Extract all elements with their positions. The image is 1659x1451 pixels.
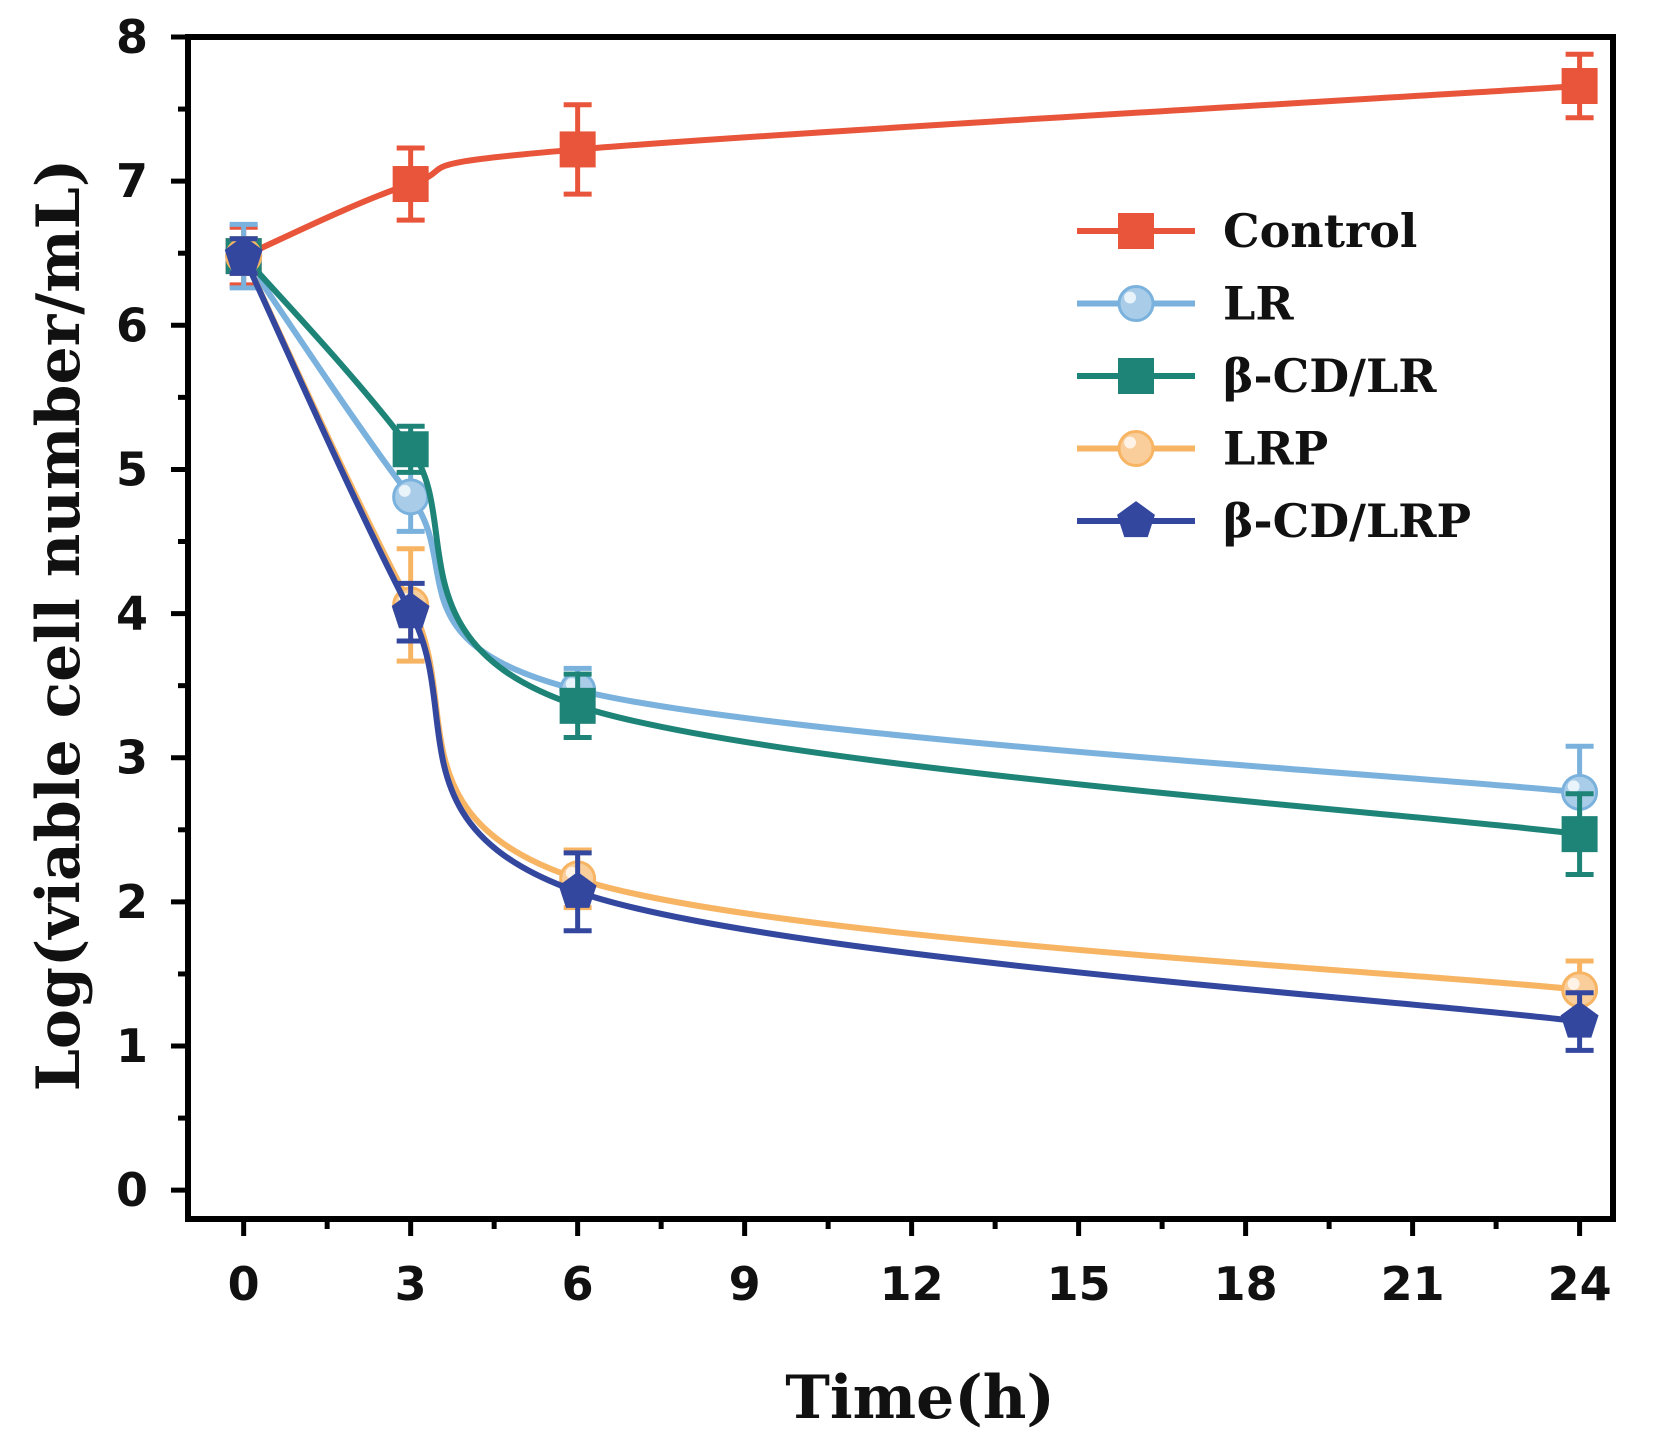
- data-point: [392, 166, 429, 203]
- x-tick-label: 0: [228, 1257, 260, 1311]
- series-line: [240, 254, 1580, 1025]
- data-point: [1561, 68, 1598, 105]
- series-line: [241, 254, 1580, 796]
- data-point: [392, 431, 429, 468]
- x-tick-label: 9: [729, 1257, 761, 1311]
- legend-marker-highlight: [1124, 436, 1137, 449]
- x-tick-label: 15: [1047, 1257, 1111, 1311]
- legend-marker: [1117, 430, 1155, 467]
- legend-marker: [1118, 213, 1154, 249]
- legend-item: Control: [1077, 204, 1417, 258]
- legend-item: β-CD/LRP: [1077, 494, 1471, 548]
- y-tick-label: 8: [116, 10, 148, 64]
- legend-label: LRP: [1223, 422, 1328, 476]
- y-tick-label: 0: [116, 1163, 148, 1217]
- legend-marker: [1117, 285, 1155, 322]
- x-tick-label: 6: [562, 1257, 594, 1311]
- y-tick-label: 2: [116, 875, 148, 929]
- x-tick-label: 24: [1548, 1257, 1612, 1311]
- data-point-highlight: [565, 678, 578, 690]
- data-point: [224, 236, 263, 273]
- data-point: [1561, 816, 1598, 853]
- x-tick-label: 21: [1381, 1257, 1445, 1311]
- x-tick-label: 3: [395, 1257, 427, 1311]
- data-point-highlight: [1567, 977, 1580, 990]
- x-axis-title: Time(h): [785, 1363, 1055, 1433]
- legend-item: LR: [1077, 277, 1294, 331]
- x-tick-label: 12: [880, 1257, 944, 1311]
- y-tick-label: 1: [116, 1019, 148, 1073]
- data-point: [559, 131, 596, 168]
- legend-marker: [1117, 501, 1155, 538]
- y-tick-label: 5: [116, 442, 148, 496]
- legend-label: β-CD/LR: [1223, 349, 1437, 403]
- series-line: [241, 254, 1580, 838]
- legend-item: β-CD/LR: [1077, 349, 1437, 403]
- data-point: [1560, 1001, 1599, 1038]
- series-4: [224, 236, 1599, 1053]
- data-point: [559, 687, 596, 724]
- y-tick-label: 4: [116, 587, 148, 641]
- y-tick-label: 7: [116, 154, 148, 208]
- data-point-highlight: [1567, 780, 1580, 793]
- data-point: [558, 871, 597, 908]
- y-axis-title: Log(viable cell number/mL): [24, 159, 94, 1092]
- data-point-highlight: [398, 484, 411, 497]
- legend-label: LR: [1223, 277, 1294, 331]
- legend-marker-highlight: [1124, 291, 1137, 304]
- plot-frame: [185, 34, 1616, 1222]
- y-tick-label: 6: [116, 298, 148, 352]
- x-tick-label: 18: [1214, 1257, 1278, 1311]
- legend-marker: [1118, 358, 1154, 394]
- data-point: [391, 592, 430, 629]
- legend-label: β-CD/LRP: [1223, 494, 1471, 548]
- data-point: [392, 478, 430, 516]
- legend-item: LRP: [1077, 422, 1328, 476]
- y-tick-label: 3: [116, 731, 148, 785]
- legend-label: Control: [1223, 204, 1417, 258]
